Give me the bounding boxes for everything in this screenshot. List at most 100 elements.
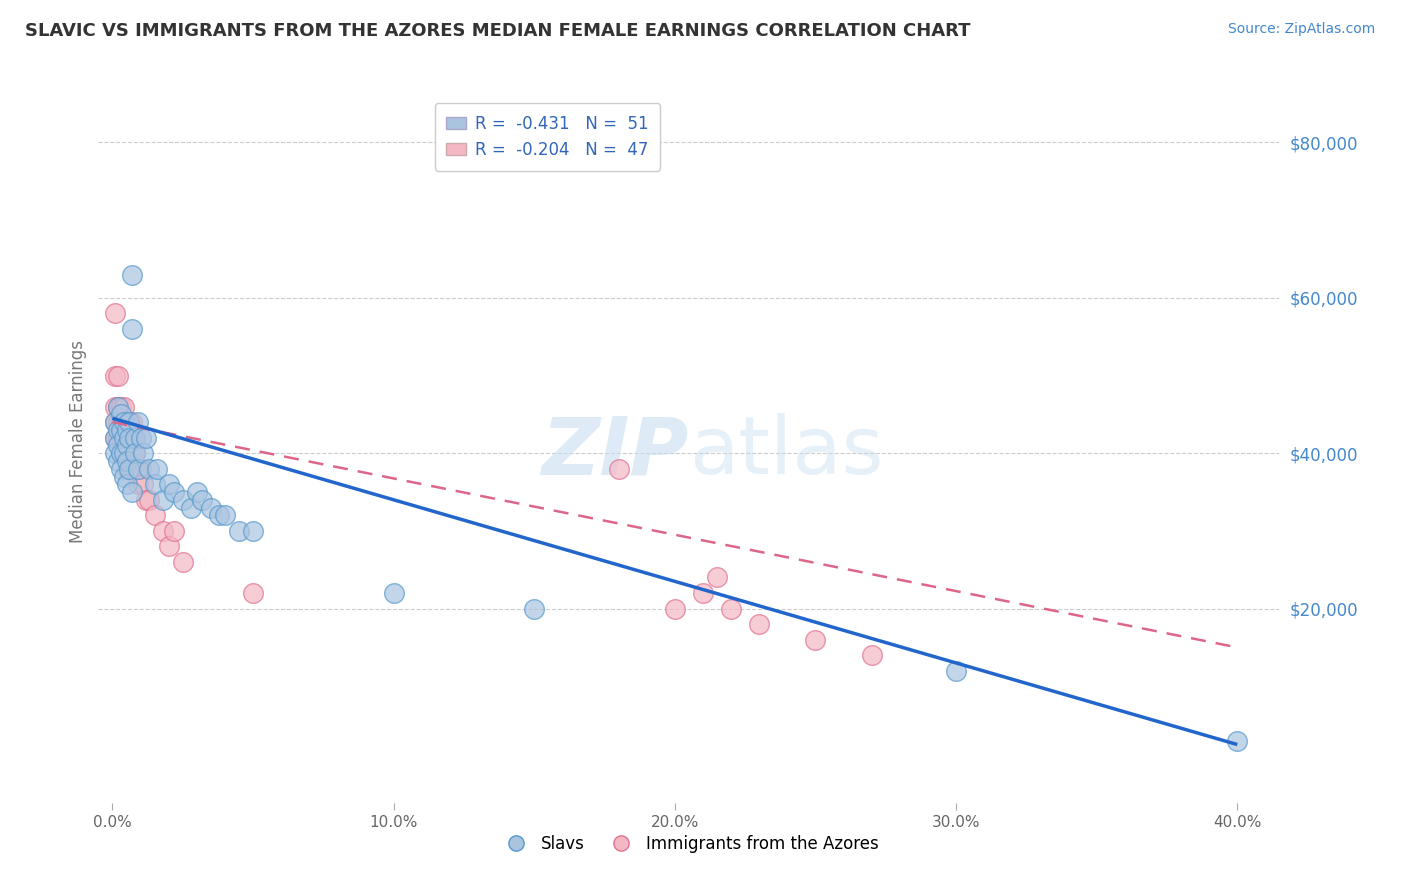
Point <box>124 431 146 445</box>
Point <box>112 415 135 429</box>
Point <box>124 446 146 460</box>
Point <box>127 477 149 491</box>
Point <box>157 540 180 554</box>
Point <box>112 431 135 445</box>
Point <box>129 461 152 475</box>
Point <box>107 400 129 414</box>
Point <box>214 508 236 523</box>
Legend: Slavs, Immigrants from the Azores: Slavs, Immigrants from the Azores <box>492 828 886 860</box>
Point <box>1226 733 1249 747</box>
Point <box>110 415 132 429</box>
Point <box>945 664 967 678</box>
Point <box>186 485 208 500</box>
Point <box>107 368 129 383</box>
Point <box>121 322 143 336</box>
Point <box>107 454 129 468</box>
Point <box>121 461 143 475</box>
Point <box>242 586 264 600</box>
Point <box>110 400 132 414</box>
Point <box>143 477 166 491</box>
Point <box>127 461 149 475</box>
Point <box>138 492 160 507</box>
Point <box>124 446 146 460</box>
Point <box>200 500 222 515</box>
Point <box>127 415 149 429</box>
Text: Source: ZipAtlas.com: Source: ZipAtlas.com <box>1227 22 1375 37</box>
Point <box>112 469 135 483</box>
Point <box>118 461 141 475</box>
Point <box>115 438 138 452</box>
Point <box>104 415 127 429</box>
Point <box>107 438 129 452</box>
Point <box>228 524 250 538</box>
Point <box>110 446 132 460</box>
Point <box>110 461 132 475</box>
Point <box>115 461 138 475</box>
Point <box>110 446 132 460</box>
Point <box>112 446 135 460</box>
Point <box>107 415 129 429</box>
Point <box>110 431 132 445</box>
Y-axis label: Median Female Earnings: Median Female Earnings <box>69 340 87 543</box>
Point <box>104 415 127 429</box>
Point <box>172 555 194 569</box>
Point <box>208 508 231 523</box>
Point <box>692 586 714 600</box>
Point <box>124 431 146 445</box>
Point <box>115 415 138 429</box>
Point <box>118 431 141 445</box>
Point <box>115 454 138 468</box>
Point <box>664 601 686 615</box>
Point <box>121 415 143 429</box>
Point <box>129 431 152 445</box>
Point <box>112 446 135 460</box>
Point <box>748 617 770 632</box>
Point <box>104 431 127 445</box>
Point <box>135 431 157 445</box>
Text: SLAVIC VS IMMIGRANTS FROM THE AZORES MEDIAN FEMALE EARNINGS CORRELATION CHART: SLAVIC VS IMMIGRANTS FROM THE AZORES MED… <box>25 22 970 40</box>
Point <box>115 431 138 445</box>
Point <box>121 431 143 445</box>
Point <box>110 408 132 422</box>
Point <box>163 485 186 500</box>
Point <box>104 431 127 445</box>
Point <box>382 586 405 600</box>
Point <box>104 306 127 320</box>
Point <box>115 423 138 437</box>
Point <box>118 431 141 445</box>
Point <box>110 423 132 437</box>
Point <box>132 446 155 460</box>
Point <box>157 477 180 491</box>
Point <box>146 461 169 475</box>
Point <box>121 485 143 500</box>
Point <box>804 632 827 647</box>
Point <box>172 492 194 507</box>
Point <box>112 415 135 429</box>
Point <box>124 461 146 475</box>
Point <box>720 601 742 615</box>
Point <box>104 446 127 460</box>
Point <box>143 508 166 523</box>
Point <box>152 524 174 538</box>
Point <box>523 601 546 615</box>
Point <box>112 400 135 414</box>
Point <box>152 492 174 507</box>
Point <box>607 461 630 475</box>
Point <box>132 477 155 491</box>
Point <box>107 423 129 437</box>
Point <box>191 492 214 507</box>
Point <box>107 431 129 445</box>
Point <box>138 461 160 475</box>
Point <box>163 524 186 538</box>
Text: ZIP: ZIP <box>541 413 689 491</box>
Point <box>706 570 728 584</box>
Point <box>115 477 138 491</box>
Point <box>118 415 141 429</box>
Point <box>118 415 141 429</box>
Point <box>860 648 883 663</box>
Point <box>242 524 264 538</box>
Point <box>121 268 143 282</box>
Point <box>180 500 202 515</box>
Point <box>107 400 129 414</box>
Point <box>104 368 127 383</box>
